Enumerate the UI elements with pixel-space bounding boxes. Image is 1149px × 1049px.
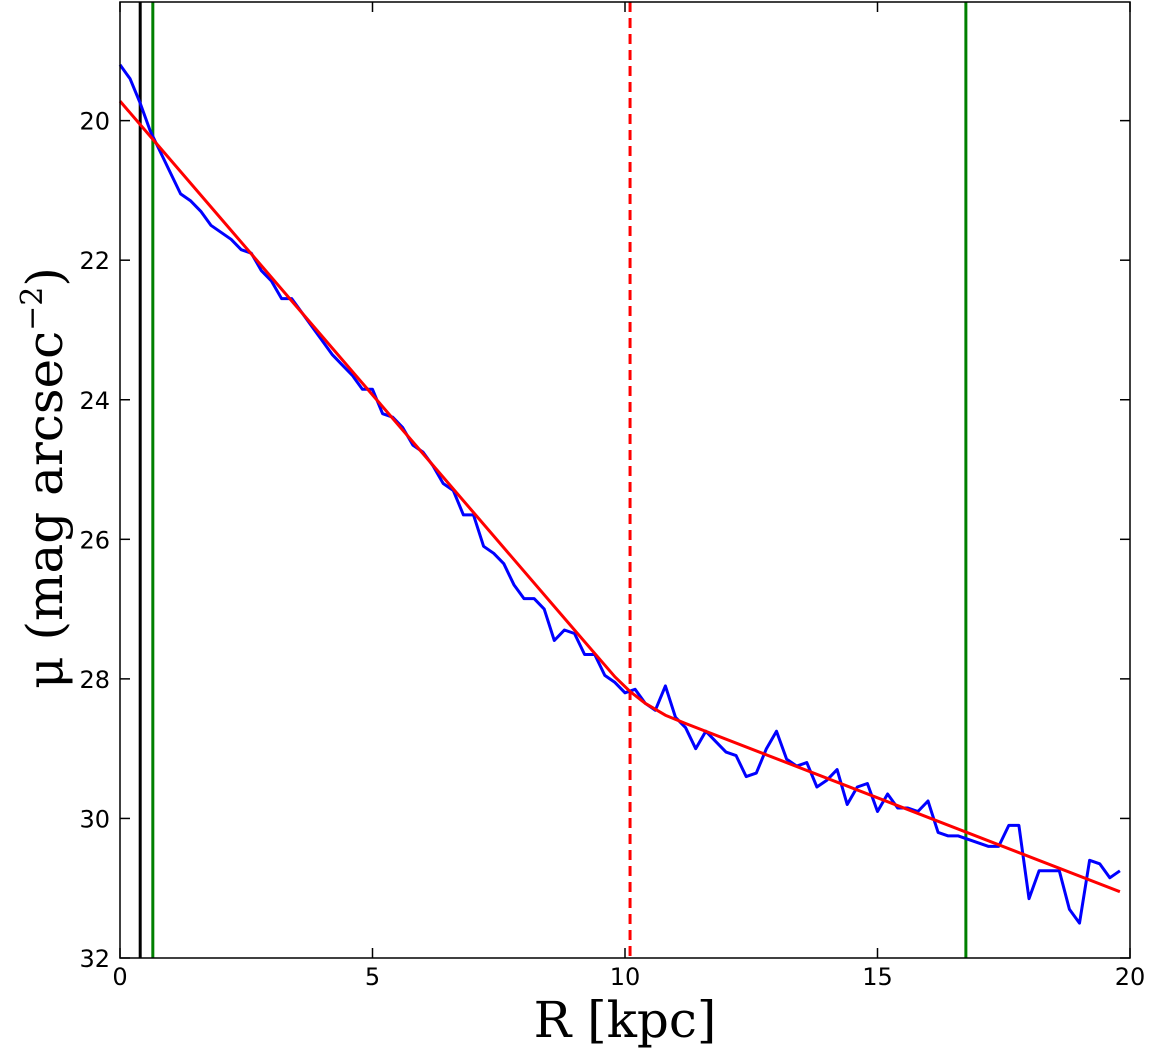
x-tick-label: 20	[1115, 963, 1146, 991]
y-axis-label-main: μ (mag arcsec	[16, 331, 74, 689]
x-tick-label: 5	[365, 963, 380, 991]
y-tick-label: 20	[79, 108, 110, 136]
plot-background	[120, 2, 1130, 958]
x-tick-label: 0	[112, 963, 127, 991]
y-tick-label: 24	[79, 387, 110, 415]
y-axis-label: μ (mag arcsec−2)	[15, 267, 74, 689]
y-axis-tick-labels: 20 22 24 26 28 30 32	[79, 108, 110, 973]
x-axis-tick-labels: 0 5 10 15 20	[112, 963, 1145, 991]
y-tick-label: 22	[79, 247, 110, 275]
plot-area	[118, 1, 1131, 959]
y-tick-label: 26	[79, 526, 110, 554]
x-tick-label: 10	[610, 963, 641, 991]
y-axis-label-close: )	[16, 267, 74, 287]
y-tick-label: 28	[79, 666, 110, 694]
y-axis-label-exponent: −2	[15, 287, 50, 331]
series-line-2	[118, 100, 1121, 894]
x-tick-label: 15	[862, 963, 893, 991]
series-layer	[118, 63, 1121, 925]
y-tick-label: 30	[79, 805, 110, 833]
x-axis-label: R [kpc]	[534, 991, 717, 1049]
vertical-lines	[138, 2, 968, 958]
series-line-1	[118, 63, 1121, 925]
axis-ticks	[119, 2, 1131, 959]
y-tick-label: 32	[79, 945, 110, 973]
